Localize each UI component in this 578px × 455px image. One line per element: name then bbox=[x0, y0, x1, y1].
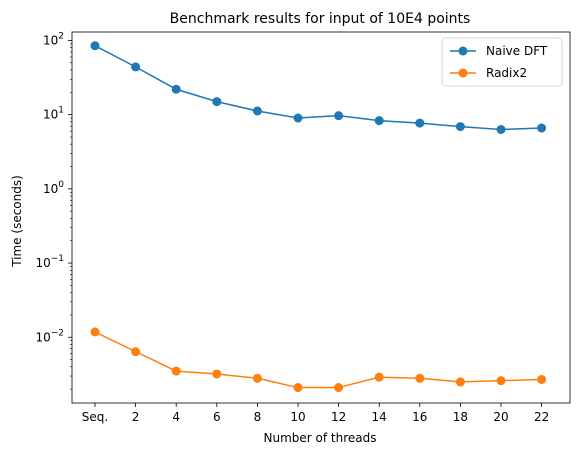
data-point bbox=[455, 377, 465, 387]
x-tick-label: 18 bbox=[453, 410, 468, 424]
series-line-0 bbox=[94, 45, 542, 131]
legend: Naive DFT Radix2 bbox=[441, 37, 563, 87]
y-tick-label: 100 bbox=[43, 180, 64, 196]
data-point bbox=[415, 118, 425, 128]
y-tick-label: 101 bbox=[43, 106, 64, 122]
data-point bbox=[374, 372, 384, 382]
y-tick-label: 10−1 bbox=[35, 254, 64, 270]
data-point bbox=[131, 62, 141, 72]
data-point bbox=[90, 41, 100, 51]
x-tick-label: 16 bbox=[412, 410, 427, 424]
data-point bbox=[293, 113, 303, 123]
chart-title: Benchmark results for input of 10E4 poin… bbox=[170, 11, 471, 27]
legend-marker bbox=[458, 68, 468, 78]
data-point bbox=[334, 111, 344, 121]
x-tick-label: 22 bbox=[534, 410, 549, 424]
y-axis-title: Time (seconds) bbox=[10, 175, 24, 268]
legend-marker bbox=[458, 46, 468, 56]
x-tick-label: Seq. bbox=[82, 410, 108, 424]
y-tick-label: 10−2 bbox=[35, 328, 64, 344]
x-tick-label: 20 bbox=[493, 410, 508, 424]
data-point bbox=[334, 383, 344, 393]
legend-label: Naive DFT bbox=[486, 44, 548, 58]
x-tick-label: 8 bbox=[254, 410, 262, 424]
data-point bbox=[171, 366, 181, 376]
data-point bbox=[131, 347, 141, 357]
data-point bbox=[537, 123, 547, 133]
plot-frame bbox=[71, 31, 571, 404]
x-axis-title: Number of threads bbox=[264, 431, 377, 445]
data-point bbox=[455, 122, 465, 132]
x-axis: Seq. 2 4 6 8 10 12 14 16 18 20 22 bbox=[82, 403, 549, 424]
legend-box bbox=[441, 37, 563, 87]
data-point bbox=[90, 327, 100, 337]
data-point bbox=[252, 373, 262, 383]
plot-area bbox=[90, 41, 547, 393]
series-line-1 bbox=[94, 331, 542, 389]
data-point bbox=[171, 84, 181, 94]
data-point bbox=[496, 376, 506, 386]
x-tick-label: 12 bbox=[331, 410, 346, 424]
x-tick-label: 10 bbox=[290, 410, 305, 424]
data-point bbox=[212, 97, 222, 107]
y-axis: 102 101 100 10−1 10−2 bbox=[35, 31, 72, 390]
y-tick-label: 102 bbox=[43, 31, 64, 47]
data-point bbox=[374, 116, 384, 126]
x-tick-label: 4 bbox=[172, 410, 180, 424]
data-point bbox=[212, 369, 222, 379]
x-tick-label: 2 bbox=[132, 410, 140, 424]
x-tick-label: 6 bbox=[213, 410, 221, 424]
legend-label: Radix2 bbox=[486, 66, 527, 80]
data-point bbox=[537, 374, 547, 384]
data-point bbox=[252, 106, 262, 116]
data-point bbox=[415, 373, 425, 383]
data-point bbox=[496, 125, 506, 135]
data-point bbox=[293, 383, 303, 393]
x-tick-label: 14 bbox=[372, 410, 387, 424]
